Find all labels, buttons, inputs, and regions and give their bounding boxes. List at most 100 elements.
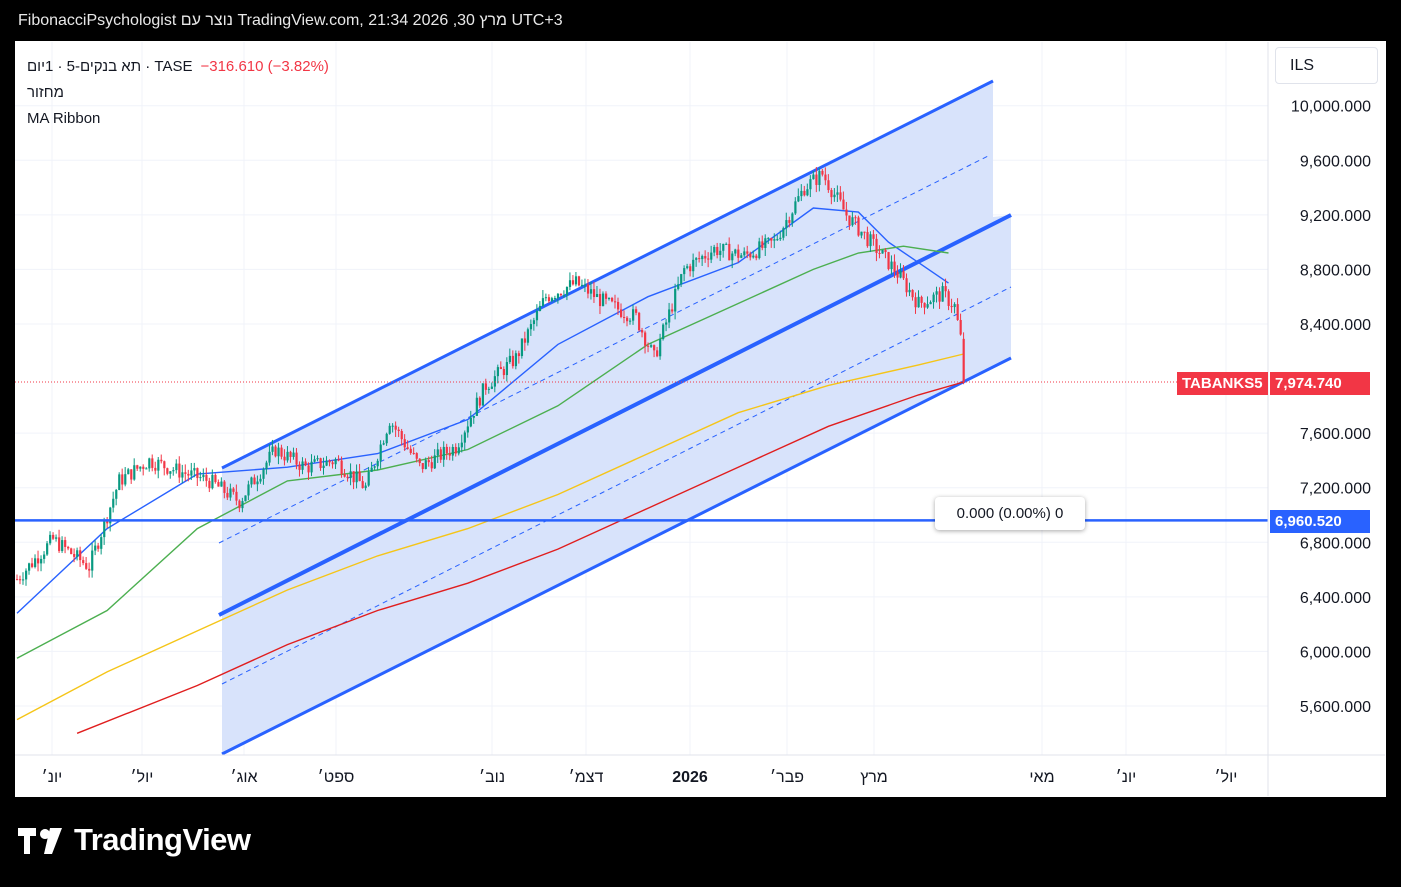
candle-body (740, 255, 743, 258)
candle-body (169, 471, 172, 474)
candle-body (37, 558, 40, 564)
candle-body (283, 456, 286, 461)
candle-body (656, 350, 659, 357)
candle-body (118, 474, 121, 490)
candle-body (373, 466, 376, 468)
candle-body (905, 278, 908, 293)
candle-body (421, 463, 424, 470)
candle-body (731, 253, 734, 261)
candle-body (109, 507, 112, 524)
candle-body (830, 190, 833, 198)
candle-body (821, 170, 824, 175)
candle-body (400, 430, 403, 440)
candle-body (157, 459, 160, 471)
candle-body (466, 426, 469, 433)
candle-body (388, 425, 391, 434)
candle-body (271, 446, 274, 452)
candle-body (100, 537, 103, 549)
candle-body (295, 452, 298, 465)
candle-body (899, 271, 902, 278)
y-tick-label: 5,600.000 (1300, 699, 1371, 716)
candle-body (692, 259, 695, 272)
candle-body (815, 174, 818, 185)
candle-body (523, 338, 527, 343)
candle-body (148, 458, 151, 469)
candle-body (469, 417, 472, 427)
candle-body (196, 468, 199, 479)
candle-body (442, 446, 445, 460)
candle-body (935, 291, 938, 295)
candle-body (19, 579, 22, 581)
candle-body (16, 579, 19, 581)
candle-body (827, 180, 830, 191)
candle-body (31, 563, 34, 567)
candle-body (638, 312, 641, 331)
candle-body (809, 179, 812, 190)
candle-body (445, 446, 448, 454)
candle-body (496, 367, 499, 377)
candle-body (127, 469, 130, 475)
candle-body (749, 253, 752, 258)
candle-body (268, 451, 271, 463)
candle-body (340, 460, 343, 475)
candle-body (460, 442, 463, 448)
candle-body (436, 449, 439, 456)
candle-body (220, 481, 223, 487)
candle-body (463, 432, 466, 443)
candle-body (91, 550, 94, 571)
candle-body (535, 311, 539, 321)
candle-body (689, 266, 692, 272)
symbol-tag: TABANKS5 (1177, 372, 1268, 395)
candle-body (343, 474, 346, 477)
candle-body (298, 464, 301, 470)
x-tick-label: דצמ׳ (569, 769, 604, 786)
candle-body (352, 471, 355, 483)
candle-body (319, 458, 322, 469)
currency-button[interactable]: ILS (1275, 47, 1378, 84)
candle-body (166, 468, 169, 474)
candle-body (88, 568, 91, 571)
candle-body (941, 286, 944, 302)
candle-body (668, 309, 671, 323)
y-tick-label: 6,800.000 (1300, 535, 1371, 552)
candle-body (418, 458, 421, 464)
candle-body (644, 332, 647, 346)
candle-body (316, 458, 319, 460)
candle-body (205, 474, 208, 481)
candle-body (758, 241, 761, 259)
candle-body (704, 256, 707, 259)
measure-box[interactable]: 0.000 (0.00%) 0 (935, 497, 1085, 530)
candle-body (839, 192, 842, 200)
candle-body (779, 237, 782, 240)
candle-body (556, 293, 560, 299)
candle-body (842, 199, 845, 210)
candle-body (791, 213, 794, 223)
candle-body (562, 295, 566, 297)
legend-change: −316.610 (−3.82%) (200, 58, 329, 75)
candle-body (860, 231, 863, 236)
candle-body (457, 447, 460, 454)
candle-body (872, 234, 875, 239)
candle-body (58, 537, 61, 551)
candle-body (235, 491, 238, 501)
candle-body (301, 461, 304, 470)
candle-body (265, 462, 268, 470)
candle-body (115, 489, 118, 499)
candle-body (439, 449, 442, 460)
candle-body (472, 415, 475, 418)
candle-body (139, 466, 142, 469)
candle-body (767, 238, 770, 240)
candle-body (355, 471, 358, 483)
candle-body (553, 298, 557, 300)
candle-body (623, 316, 626, 318)
candle-body (824, 174, 827, 181)
candle-body (505, 362, 509, 376)
candle-body (752, 255, 755, 258)
candle-body (25, 570, 28, 580)
candle-body (680, 274, 683, 285)
candle-body (947, 291, 950, 306)
candle-body (770, 238, 773, 241)
candle-body (938, 291, 941, 302)
candle-body (136, 465, 139, 469)
